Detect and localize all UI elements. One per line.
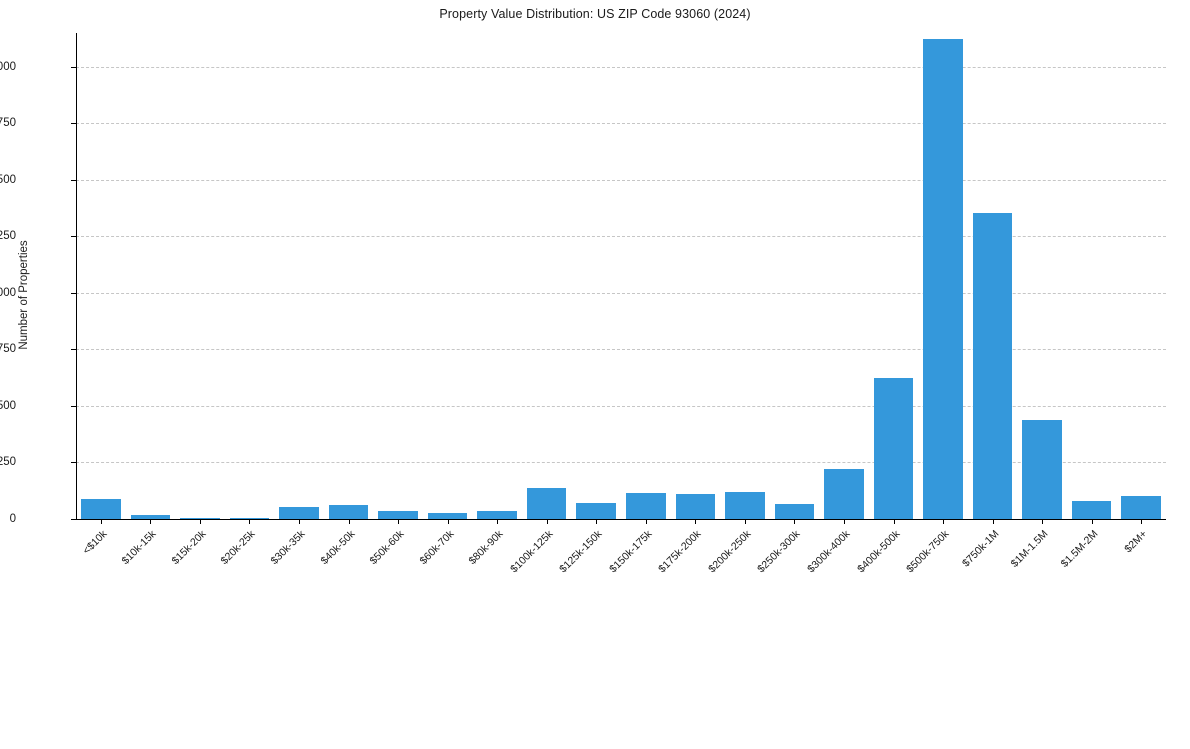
x-tick-mark — [199, 519, 201, 524]
y-tick-mark — [71, 519, 76, 520]
bar[interactable] — [229, 518, 270, 519]
x-tick-mark — [992, 519, 994, 524]
y-tick-mark — [71, 349, 76, 351]
y-tick-mark — [71, 66, 76, 68]
grid-line — [76, 236, 1166, 238]
x-tick-mark — [546, 519, 548, 524]
y-tick-label: 500 — [0, 399, 16, 412]
bar[interactable] — [824, 469, 864, 519]
bar[interactable] — [130, 514, 171, 519]
y-tick-mark — [71, 179, 76, 181]
bar[interactable] — [873, 377, 914, 519]
y-tick-label: 250 — [0, 456, 16, 469]
x-tick-mark — [645, 519, 647, 524]
x-tick-mark — [348, 519, 350, 524]
x-tick-mark — [695, 519, 697, 524]
bar[interactable] — [526, 488, 567, 519]
x-tick-mark — [100, 519, 102, 524]
bar[interactable] — [180, 517, 220, 519]
chart-figure: Property Value Distribution: US ZIP Code… — [0, 7, 1166, 575]
x-tick-mark — [1042, 519, 1044, 524]
y-axis-spine — [76, 33, 77, 519]
bar[interactable] — [625, 493, 666, 519]
grid-line — [76, 462, 1166, 464]
x-tick-mark — [1141, 519, 1143, 524]
y-tick-mark — [71, 236, 76, 238]
grid-line — [76, 179, 1166, 181]
bar[interactable] — [675, 494, 716, 519]
y-tick-mark — [71, 405, 76, 407]
grid-lines — [76, 33, 1166, 519]
y-tick-label: 0 — [9, 513, 16, 525]
x-tick-mark — [1091, 519, 1093, 524]
bar[interactable] — [378, 510, 418, 519]
y-tick-label: 2,000 — [0, 60, 16, 73]
bar[interactable] — [1121, 496, 1162, 519]
x-tick-mark — [596, 519, 598, 524]
bar[interactable] — [1071, 501, 1112, 519]
grid-line — [76, 123, 1166, 125]
chart-title: Property Value Distribution: US ZIP Code… — [439, 7, 751, 21]
y-tick-mark — [71, 462, 76, 464]
x-tick-mark — [497, 519, 499, 524]
y-tick-label: 1,250 — [0, 230, 16, 243]
x-tick-mark — [249, 519, 251, 524]
x-tick-mark — [298, 519, 300, 524]
y-tick-label: 1,750 — [0, 117, 16, 130]
x-tick-mark — [843, 519, 845, 524]
grid-line — [76, 66, 1166, 68]
bars-layer — [76, 33, 1166, 519]
y-tick-label: 1,500 — [0, 173, 16, 186]
bar[interactable] — [972, 212, 1013, 519]
grid-line — [76, 292, 1166, 294]
x-tick-mark — [943, 519, 945, 524]
bar[interactable] — [328, 505, 369, 519]
bar[interactable] — [576, 502, 617, 519]
bar[interactable] — [774, 503, 815, 519]
grid-line — [76, 349, 1166, 351]
grid-line — [76, 405, 1166, 407]
bar[interactable] — [427, 512, 468, 519]
x-axis-spine — [76, 519, 1166, 520]
y-tick-mark — [71, 292, 76, 294]
x-tick-mark — [893, 519, 895, 524]
bar[interactable] — [1022, 419, 1062, 519]
plot-area — [76, 33, 1166, 519]
y-tick-label: 750 — [0, 343, 16, 356]
x-tick-mark — [794, 519, 796, 524]
x-tick-mark — [447, 519, 449, 524]
y-tick-mark — [71, 123, 76, 125]
y-axis-label: Number of Properties — [18, 240, 30, 350]
x-tick-mark — [744, 519, 746, 524]
x-tick-mark — [150, 519, 152, 524]
bar[interactable] — [477, 511, 517, 519]
bar[interactable] — [80, 499, 121, 519]
y-tick-label: 1,000 — [0, 286, 16, 299]
bar[interactable] — [923, 38, 963, 519]
bar[interactable] — [725, 492, 765, 519]
bar[interactable] — [279, 506, 319, 519]
x-tick-mark — [398, 519, 400, 524]
